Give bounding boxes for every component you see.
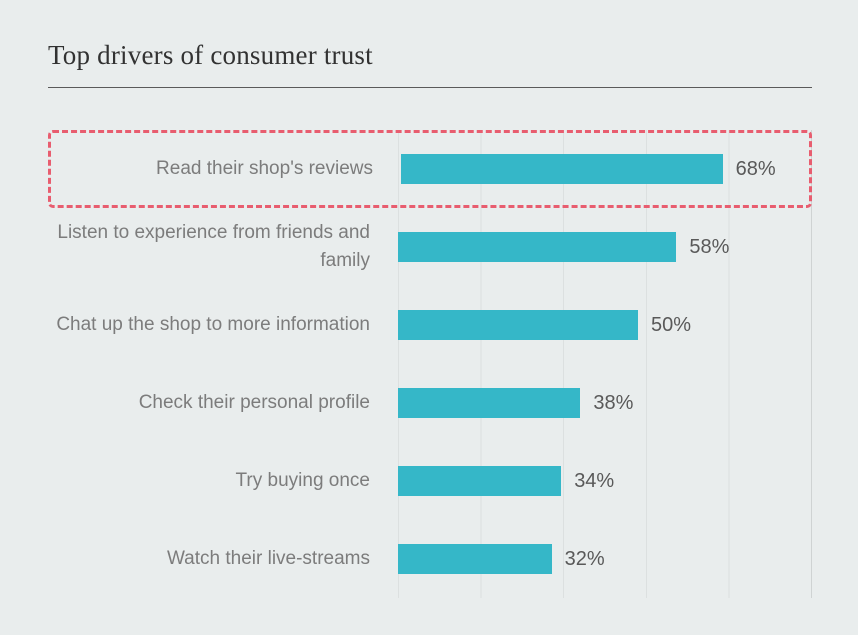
- bar: [398, 232, 677, 262]
- bar-row: Listen to experience from friends and fa…: [48, 208, 812, 286]
- bar-area: 38%: [398, 388, 806, 418]
- bar: [398, 388, 581, 418]
- bar: [398, 544, 552, 574]
- bar-row: Check their personal profile 38%: [48, 364, 812, 442]
- bar-area: 58%: [398, 232, 806, 262]
- bar-value-label: 50%: [651, 313, 692, 336]
- bar-value-label: 32%: [564, 547, 605, 570]
- page-title: Top drivers of consumer trust: [48, 40, 373, 70]
- bar: [398, 466, 562, 496]
- bar-value-label: 68%: [735, 157, 776, 180]
- bar-value-label: 58%: [689, 235, 730, 258]
- bar: [398, 310, 638, 340]
- bar-area: 34%: [398, 466, 806, 496]
- bar: [401, 154, 723, 184]
- bar-row: Chat up the shop to more information 50%: [48, 286, 812, 364]
- bar-value-label: 34%: [574, 469, 615, 492]
- bar-row-label: Chat up the shop to more information: [56, 314, 370, 336]
- bar-row-label: Read their shop's reviews: [156, 158, 373, 180]
- bar-rows: Read their shop's reviews 68% Listen to …: [48, 130, 812, 598]
- bar-row-label: Check their personal profile: [138, 392, 370, 414]
- bar-row-label: Listen to experience from friends and fa…: [57, 222, 370, 271]
- title-divider: [48, 87, 812, 88]
- bar-area: 68%: [401, 154, 803, 184]
- bar-row-label: Watch their live-streams: [166, 548, 370, 570]
- bar-area: 32%: [398, 544, 806, 574]
- bar-row: Watch their live-streams 32%: [48, 520, 812, 598]
- bar-row: Try buying once 34%: [48, 442, 812, 520]
- bar-chart: Read their shop's reviews 68% Listen to …: [48, 130, 812, 598]
- bar-row: Read their shop's reviews 68%: [48, 130, 812, 208]
- bar-row-label: Try buying once: [235, 470, 370, 492]
- bar-value-label: 38%: [593, 391, 634, 414]
- chart-gridlines: [398, 130, 812, 598]
- bar-area: 50%: [398, 310, 806, 340]
